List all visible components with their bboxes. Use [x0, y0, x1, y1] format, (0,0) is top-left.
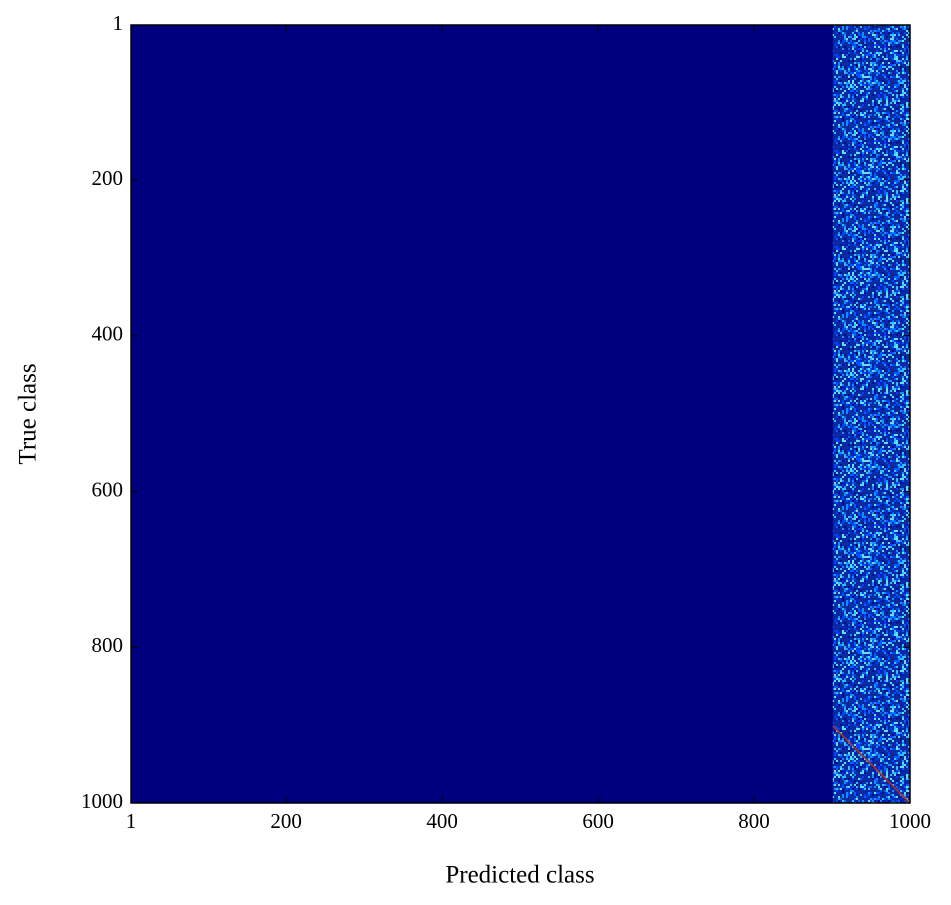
x-tick-label: 800	[738, 809, 770, 833]
y-tick-label: 600	[92, 477, 124, 501]
y-tick-label: 200	[92, 166, 124, 190]
diagonal	[832, 725, 911, 804]
noise-band	[832, 25, 910, 803]
y-tick-label: 400	[92, 322, 124, 346]
x-tick-label: 1000	[889, 809, 931, 833]
x-tick-label: 600	[582, 809, 614, 833]
x-tick-label: 1	[126, 809, 137, 833]
heatmap-background	[131, 25, 910, 803]
y-tick-label: 1	[113, 11, 124, 35]
plot-frame	[130, 24, 911, 804]
x-tick-label: 200	[270, 809, 302, 833]
x-axis-label: Predicted class	[445, 862, 594, 889]
y-tick-label: 800	[92, 633, 124, 657]
y-tick-label: 1000	[81, 789, 123, 813]
y-axis-label: True class	[15, 363, 42, 464]
x-tick-label: 400	[426, 809, 458, 833]
